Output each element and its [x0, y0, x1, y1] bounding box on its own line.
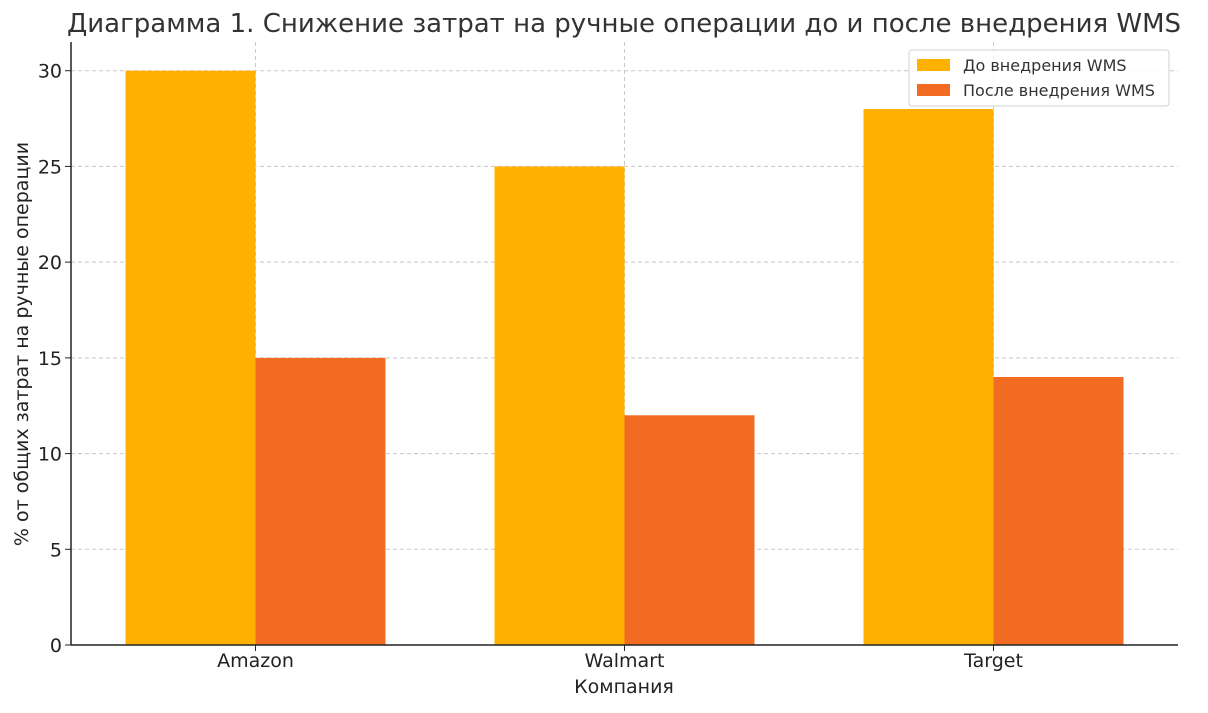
y-axis-label: % от общих затрат на ручные операции [11, 142, 33, 546]
x-tick-label: Walmart [585, 650, 665, 672]
y-tick-label: 10 [38, 444, 62, 466]
legend: До внедрения WMS После внедрения WMS [908, 49, 1170, 107]
legend-label-before: До внедрения WMS [963, 56, 1127, 75]
y-tick-label: 25 [38, 156, 62, 178]
legend-swatch-after [917, 84, 950, 96]
bars [125, 70, 1124, 645]
x-tick-label: Amazon [217, 650, 294, 672]
bar-walmart-before [494, 166, 625, 645]
axes: 0 5 10 15 20 25 30 Amazon Walmart Target [38, 42, 1178, 672]
x-tick-label: Target [963, 650, 1023, 672]
bar-amazon-after [255, 357, 386, 645]
bar-target-before [863, 109, 994, 645]
y-tick-label: 30 [38, 61, 62, 83]
y-tick-label: 0 [50, 635, 62, 657]
bar-amazon-before [125, 70, 256, 645]
legend-label-after: После внедрения WMS [963, 81, 1155, 100]
y-tick-label: 20 [38, 252, 62, 274]
bar-walmart-after [624, 415, 755, 645]
x-axis-label: Компания [574, 676, 674, 698]
chart-title: Диаграмма 1. Снижение затрат на ручные о… [67, 9, 1181, 39]
legend-swatch-before [917, 59, 950, 71]
bar-target-after [993, 377, 1124, 645]
y-tick-label: 5 [50, 539, 62, 561]
legend-frame [908, 49, 1170, 107]
y-tick-label: 15 [38, 348, 62, 370]
